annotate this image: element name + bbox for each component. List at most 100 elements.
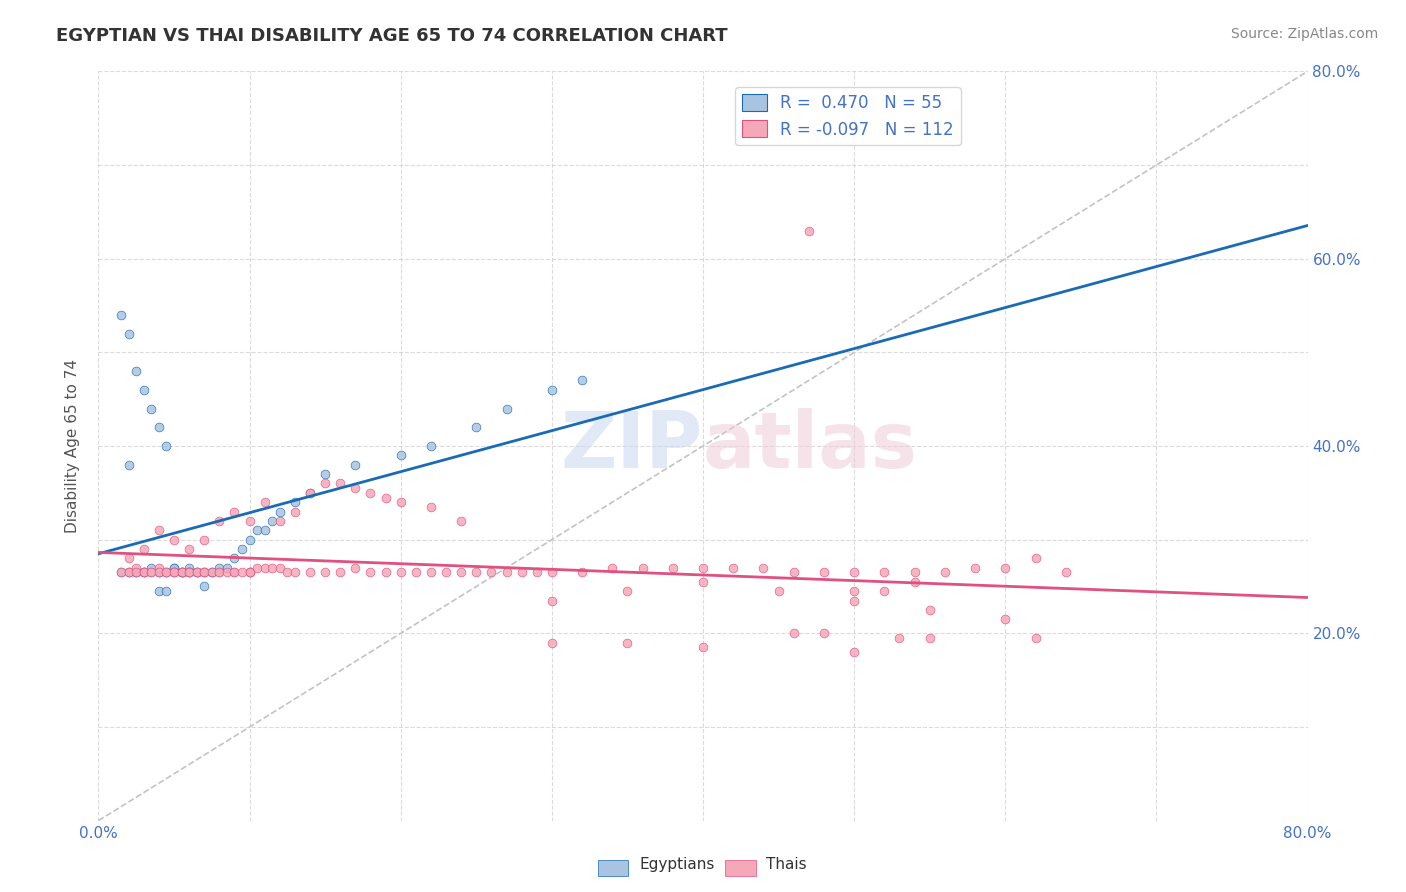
Point [299,486,322,500]
Point [374,566,396,580]
Point [208,566,231,580]
Point [141,401,163,416]
Point [844,593,866,607]
Point [465,566,488,580]
Point [797,223,820,237]
Point [155,566,177,580]
Point [179,561,201,575]
Point [170,566,193,580]
Point [179,566,201,580]
Point [208,566,231,580]
Point [170,566,193,580]
Point [132,566,155,580]
Point [873,584,896,599]
Point [163,566,186,580]
Point [994,561,1017,575]
Point [571,374,593,388]
Point [540,566,562,580]
Point [179,566,201,580]
Point [813,566,835,580]
Point [526,566,548,580]
Point [239,533,262,547]
Point [155,584,177,599]
Legend: R =  0.470   N = 55, R = -0.097   N = 112: R = 0.470 N = 55, R = -0.097 N = 112 [735,87,960,145]
Text: Thais: Thais [766,857,807,872]
Point [299,566,322,580]
Point [155,439,177,453]
Point [873,566,896,580]
Point [110,566,132,580]
Point [1054,566,1077,580]
Point [752,561,775,575]
Point [262,514,284,528]
Point [132,566,155,580]
Point [783,626,806,640]
Point [239,566,262,580]
Point [224,505,246,519]
Point [692,561,714,575]
Point [918,603,941,617]
Point [768,584,790,599]
Point [148,420,170,434]
Point [692,574,714,589]
Point [420,500,443,514]
Point [465,420,488,434]
Point [148,584,170,599]
Point [224,551,246,566]
Point [904,566,927,580]
Point [186,566,208,580]
Point [602,561,624,575]
Text: Source: ZipAtlas.com: Source: ZipAtlas.com [1230,27,1378,41]
Point [420,566,443,580]
Point [314,467,336,482]
Point [148,524,170,538]
Point [155,566,177,580]
Point [631,561,654,575]
Point [163,561,186,575]
Point [844,584,866,599]
Point [269,561,291,575]
Point [1024,551,1046,566]
Point [201,566,224,580]
Point [193,580,215,594]
Point [170,566,193,580]
Point [215,561,238,575]
Point [389,566,412,580]
Point [141,561,163,575]
Point [405,566,427,580]
Point [170,566,193,580]
Point [661,561,683,575]
Point [540,383,562,397]
Point [224,566,246,580]
Point [692,640,714,655]
Point [224,566,246,580]
Text: Egyptians: Egyptians [640,857,716,872]
Point [125,566,148,580]
Point [571,566,593,580]
Point [118,551,141,566]
Point [163,533,186,547]
Point [132,566,155,580]
Point [495,401,517,416]
Point [132,383,155,397]
Point [269,514,291,528]
Point [889,631,911,645]
Point [125,566,148,580]
Point [110,308,132,322]
Point [148,566,170,580]
Point [420,439,443,453]
Point [201,566,224,580]
Point [170,566,193,580]
Point [118,326,141,341]
Point [844,645,866,659]
Point [110,566,132,580]
Point [299,486,322,500]
Point [148,566,170,580]
Point [360,566,382,580]
Point [246,524,269,538]
Point [994,612,1017,626]
Point [179,542,201,557]
Point [434,566,457,580]
Point [253,495,276,509]
Point [374,491,396,505]
